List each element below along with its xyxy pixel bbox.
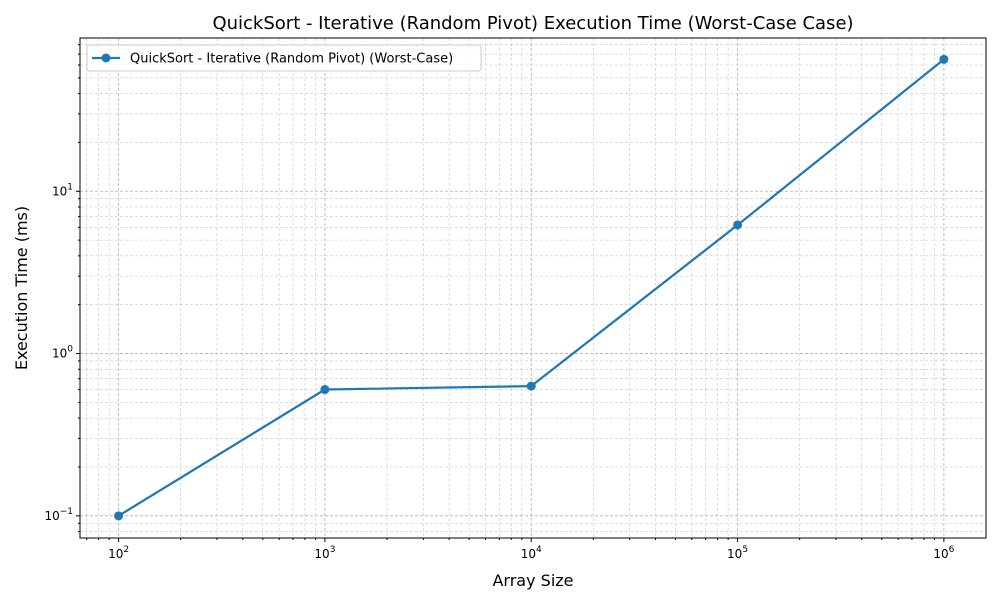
legend: QuickSort - Iterative (Random Pivot) (Wo… [86, 44, 482, 72]
data-point [939, 54, 949, 64]
legend-entry-label: QuickSort - Iterative (Random Pivot) (Wo… [130, 52, 453, 67]
series-line [118, 58, 945, 517]
x-tick-label: 103 [314, 545, 335, 561]
x-tick-label: 105 [727, 545, 748, 561]
series-layer [114, 54, 949, 521]
axis-ticks: 102 103 104 105 106 10−1 100 101 [44, 44, 955, 561]
chart-title: QuickSort - Iterative (Random Pivot) Exe… [212, 13, 853, 34]
data-point [526, 381, 536, 391]
y-tick-label: 101 [52, 182, 73, 198]
x-tick-label: 106 [933, 545, 954, 561]
x-axis-label: Array Size [492, 571, 573, 590]
data-point [114, 511, 124, 521]
legend-point-marker [101, 53, 111, 63]
legend-box [86, 44, 482, 72]
y-tick-label: 100 [52, 345, 73, 361]
plot-area [79, 37, 987, 539]
y-tick-label: 10−1 [44, 507, 73, 523]
data-point [320, 385, 330, 395]
y-axis-label: Execution Time (ms) [12, 206, 31, 370]
x-tick-label: 102 [108, 545, 129, 561]
x-tick-label: 104 [521, 545, 542, 561]
grid [80, 38, 986, 538]
data-point [733, 220, 743, 230]
